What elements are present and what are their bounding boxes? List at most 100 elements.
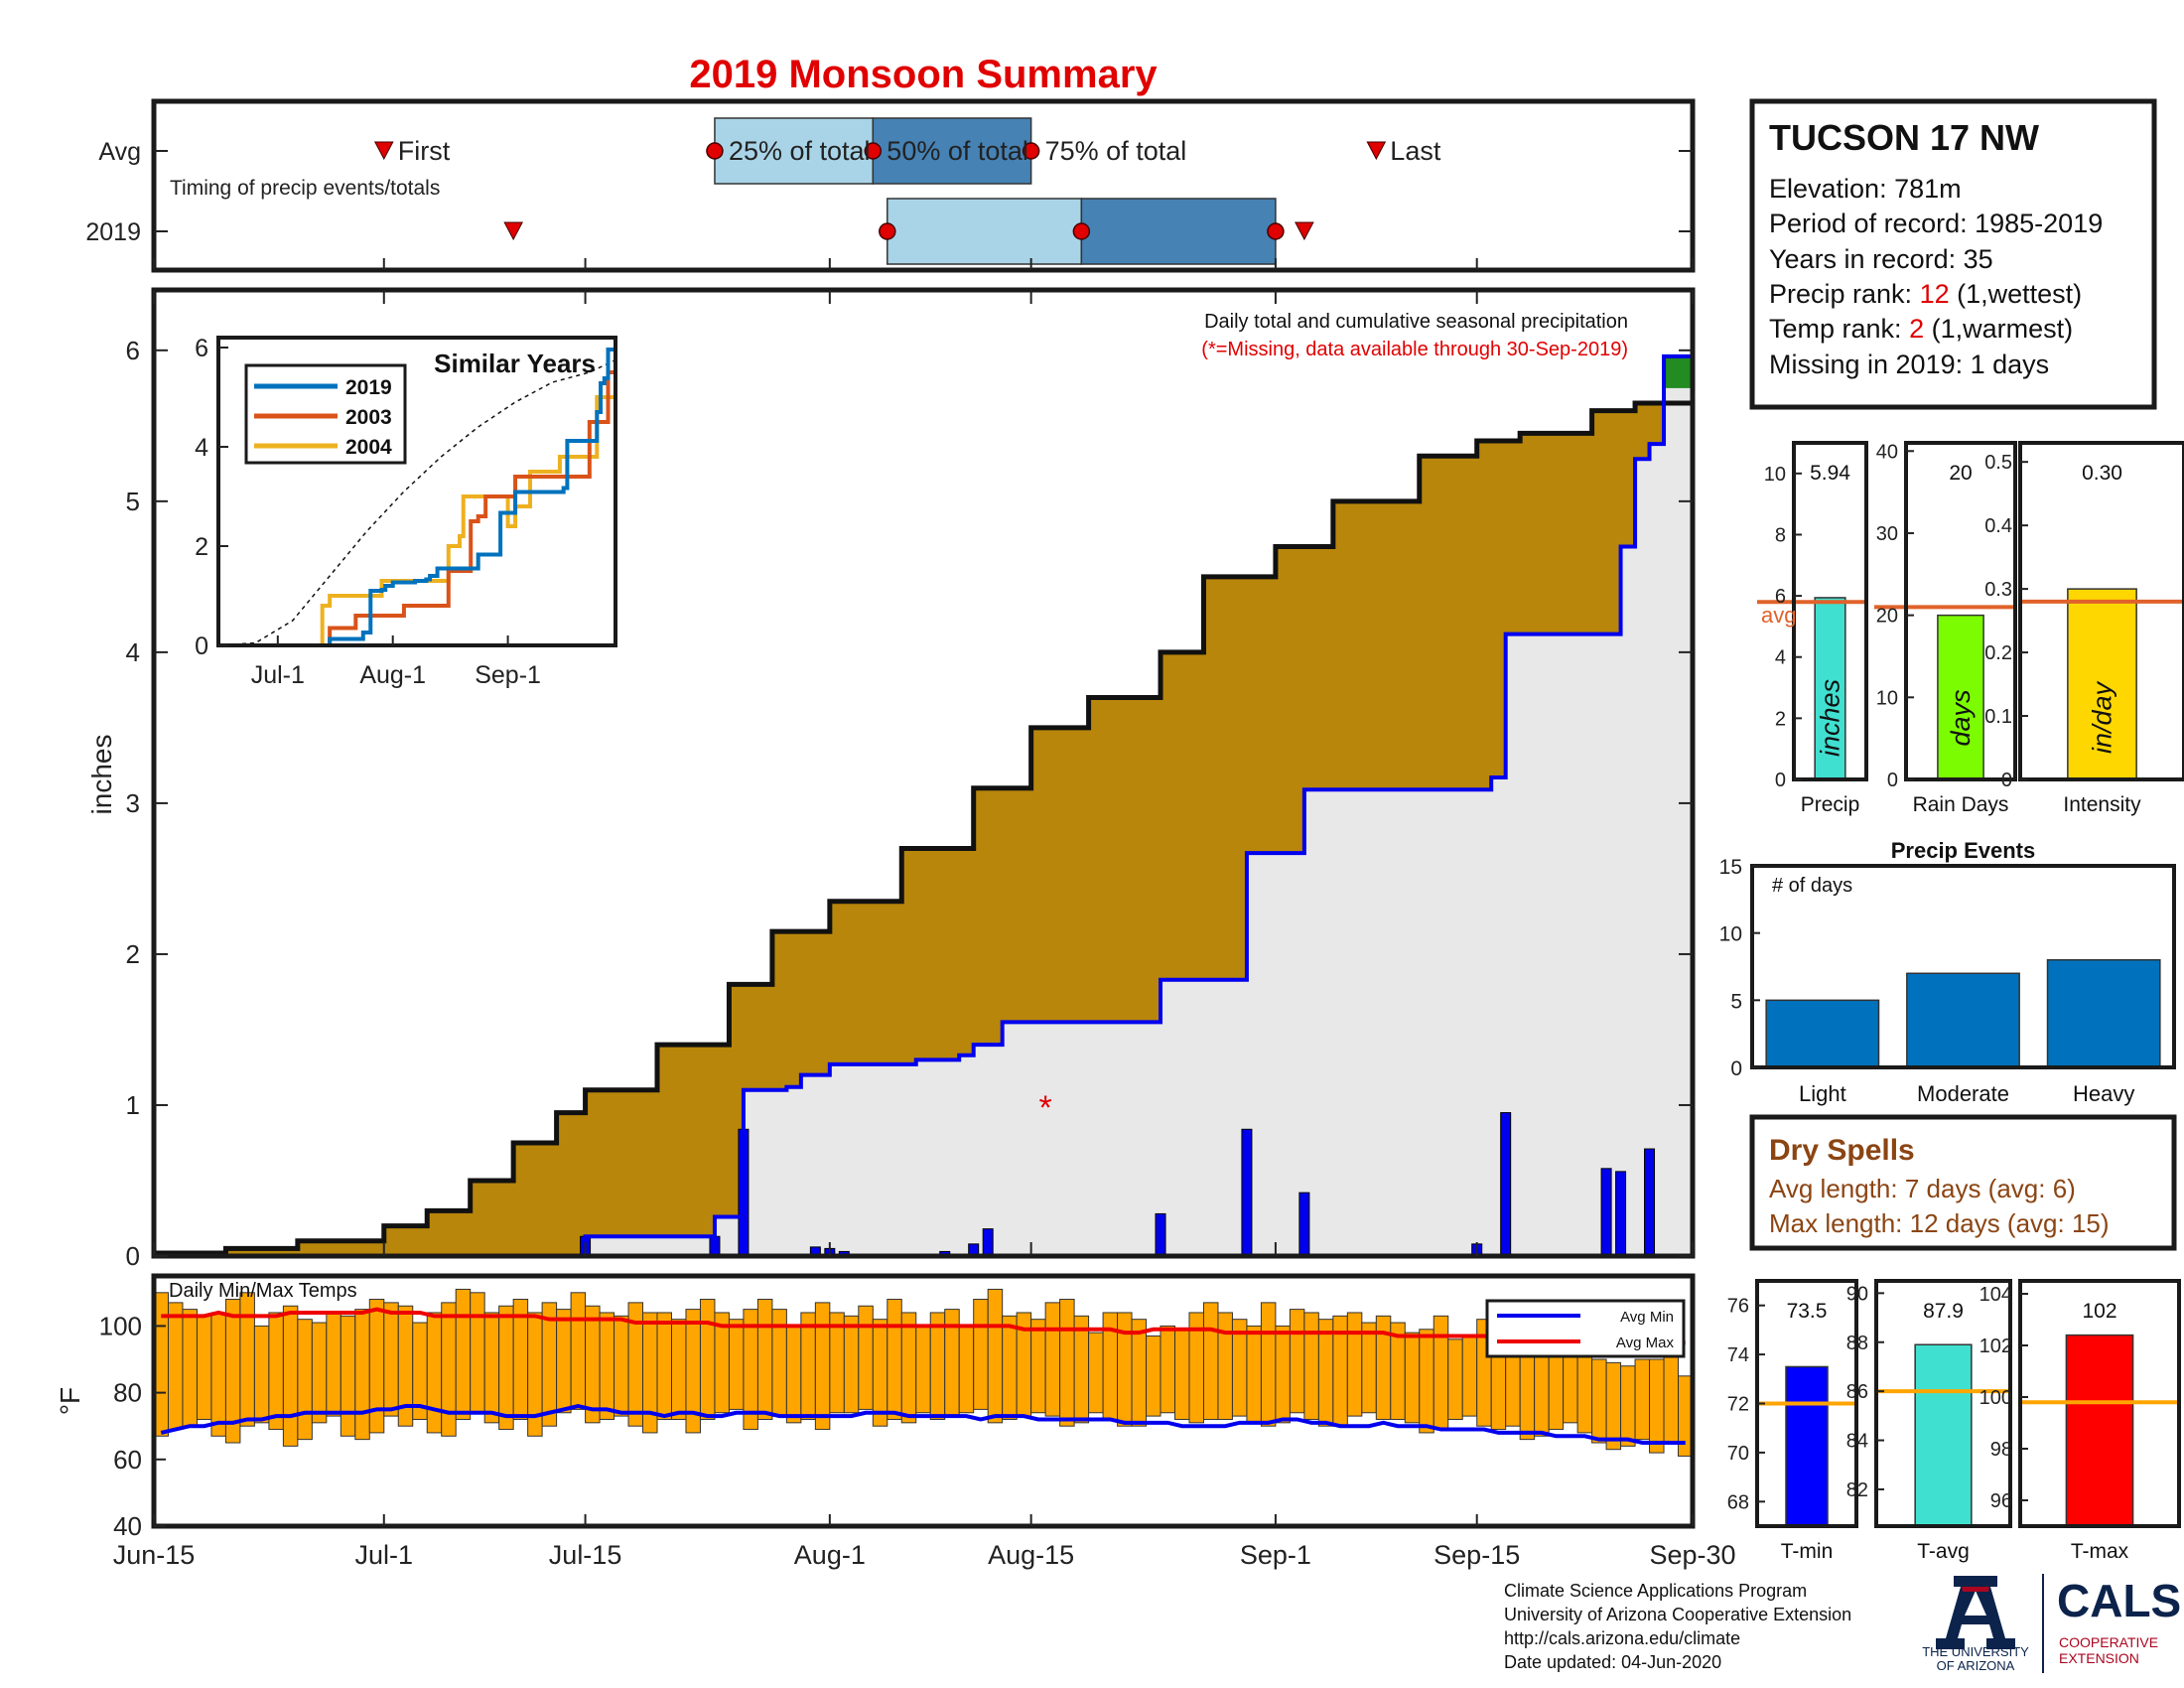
tmax-y-tick-label: 96 (1990, 1490, 2012, 1512)
station-precip-rank-part: 12 (1912, 279, 1950, 309)
inset-avg-line (217, 358, 616, 646)
inset-series-2004 (218, 392, 617, 647)
precip-event-bar (1906, 972, 2020, 1068)
temp-range-bar (1260, 1302, 1277, 1427)
footer-line: Date updated: 04-Jun-2020 (1504, 1652, 1721, 1672)
footer-line: University of Arizona Cooperative Extens… (1504, 1605, 1851, 1624)
temp-range-bar (1346, 1312, 1363, 1417)
temp-range-bar (326, 1312, 341, 1417)
tmax-y-tick-label: 102 (1979, 1336, 2012, 1357)
daily-precip-bar (1615, 1171, 1627, 1257)
temp-y-tick-label: 60 (113, 1445, 142, 1475)
precip-unit: inches (1816, 679, 1845, 757)
tmax-bar (2065, 1334, 2134, 1527)
temp-range-bar (1447, 1338, 1463, 1420)
temp-range-bar (1404, 1332, 1421, 1424)
chart-title: 2019 Monsoon Summary (689, 53, 1158, 96)
timing-avg-last-marker (1366, 141, 1387, 161)
avg-max-line (161, 1307, 1686, 1345)
tmin-y-tick-label: 70 (1727, 1443, 1749, 1465)
inset-legend-label: 2003 (345, 406, 392, 429)
intensity-frame (2018, 441, 2184, 781)
intensity-y-tick-label: 0.1 (1984, 706, 2012, 728)
daily-precip-bar (709, 1235, 721, 1257)
tmin-bar (1785, 1365, 1829, 1527)
temp-range-bar (1534, 1348, 1550, 1437)
avg-cumulative-line (154, 387, 1696, 1256)
timing-avg-q25-marker (706, 142, 724, 160)
precip-events-ylabel: # of days (1772, 875, 1852, 897)
temp-range-bar (1131, 1319, 1148, 1427)
main-y-tick-label: 2 (126, 939, 140, 969)
temp-legend-avg-max: Avg Max (1616, 1335, 1675, 1351)
temp-range-bar (887, 1299, 902, 1420)
temp-range-bar (1433, 1315, 1449, 1431)
main-y-tick-label: 6 (126, 336, 140, 365)
tmax-y-tick-label: 104 (1979, 1284, 2012, 1306)
temp-range-bar (1030, 1319, 1046, 1414)
intensity-y-tick-label: 0.5 (1984, 452, 2012, 474)
dry-spells-box (1749, 1114, 2177, 1251)
rain-days-y-tick-label: 40 (1876, 441, 1898, 463)
temp-range-bar (1634, 1358, 1651, 1441)
main-x-tick-label: Jun-15 (113, 1540, 196, 1570)
timing-q75-label: 75% of total (1045, 136, 1187, 166)
tavg-value: 87.9 (1923, 1300, 1964, 1323)
intensity-y-tick-label: 0 (2001, 770, 2012, 791)
precip-event-bar (2046, 958, 2161, 1068)
temp-range-bar (268, 1312, 284, 1431)
station-period: Period of record: 1985-2019 (1769, 209, 2103, 238)
temp-range-bar (900, 1312, 917, 1424)
tmin-y-tick-label: 72 (1727, 1394, 1749, 1416)
intensity-y-tick-label: 0.3 (1984, 579, 2012, 601)
intensity-bar (2067, 588, 2137, 780)
temp-y-tick-label: 40 (113, 1511, 142, 1541)
tmax-y-tick-label: 98 (1990, 1439, 2012, 1461)
timing-caption: Timing of precip events/totals (170, 177, 440, 200)
precip-y-tick-label: 10 (1764, 464, 1786, 486)
temp-range-bar (1246, 1325, 1262, 1424)
temp-range-bar (728, 1319, 745, 1410)
precip-avg-label: avg (1761, 603, 1796, 628)
temp-range-bar (1649, 1358, 1665, 1454)
precip-event-label: Light (1799, 1081, 1846, 1106)
temp-range-bar (1146, 1335, 1161, 1417)
timing-avg-q1-box (714, 117, 875, 185)
timing-2019-q75-marker (1267, 222, 1285, 240)
main-x-tick-label: Sep-15 (1433, 1540, 1520, 1570)
station-temp-rank-part: 2 (1902, 314, 1925, 344)
temp-range-bar (1419, 1329, 1434, 1434)
rain-days-y-tick-label: 0 (1887, 770, 1898, 791)
temp-range-bar (1663, 1351, 1680, 1444)
tmin-label: T-min (1781, 1540, 1834, 1563)
precip-events-title: Precip Events (1891, 838, 2036, 863)
tavg-label: T-avg (1917, 1540, 1970, 1563)
tmin-y-tick-label: 74 (1727, 1344, 1749, 1366)
intensity-label: Intensity (2063, 793, 2141, 816)
inset-y-tick-label: 0 (195, 633, 208, 660)
intensity-value: 0.30 (2082, 462, 2122, 485)
dry-spells-avg: Avg length: 7 days (avg: 6) (1769, 1174, 2076, 1203)
tavg-y-tick-label: 86 (1846, 1381, 1868, 1403)
timing-first-label: First (398, 136, 451, 166)
temp-range-bar (354, 1309, 370, 1441)
intensity-y-tick-label: 0.4 (1984, 515, 2012, 537)
station-precip-rank: Precip rank: 12 (1,wettest) (1769, 279, 2082, 309)
temp-range-bar (785, 1325, 802, 1424)
temp-range-bar (167, 1302, 184, 1431)
station-info-box (1749, 98, 2157, 410)
rain-days-frame (1904, 441, 2017, 781)
rain-days-value: 20 (1949, 462, 1972, 485)
rain-days-y-tick-label: 20 (1876, 606, 1898, 628)
station-missing: Missing in 2019: 1 days (1769, 350, 2049, 379)
station-temp-rank-part: Temp rank: (1769, 314, 1902, 344)
timing-q50-label: 50% of total (887, 136, 1028, 166)
main-x-tick-label: Jul-15 (549, 1540, 622, 1570)
main-y-tick-label: 3 (126, 788, 140, 818)
temp-range-bar (973, 1299, 989, 1410)
temp-range-bar (470, 1292, 485, 1414)
precip-label: Precip (1801, 793, 1860, 816)
rain-days-y-tick-label: 10 (1876, 687, 1898, 709)
precip-y-tick-label: 0 (1775, 770, 1786, 791)
timing-avg-q50-marker (864, 142, 883, 160)
